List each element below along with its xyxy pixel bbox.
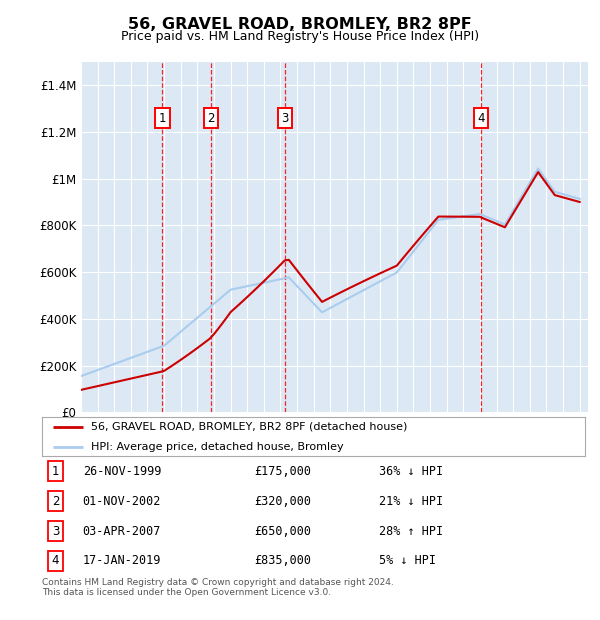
Text: 3: 3 [281,112,289,125]
Text: HPI: Average price, detached house, Bromley: HPI: Average price, detached house, Brom… [91,442,343,452]
Text: 2: 2 [52,495,59,508]
Text: 2: 2 [208,112,215,125]
Text: 1: 1 [159,112,166,125]
Text: £175,000: £175,000 [254,465,311,478]
Text: £650,000: £650,000 [254,525,311,538]
Text: 4: 4 [52,554,59,567]
Text: 36% ↓ HPI: 36% ↓ HPI [379,465,443,478]
Text: £835,000: £835,000 [254,554,311,567]
Text: 17-JAN-2019: 17-JAN-2019 [83,554,161,567]
Text: £320,000: £320,000 [254,495,311,508]
Text: 21% ↓ HPI: 21% ↓ HPI [379,495,443,508]
Text: 3: 3 [52,525,59,538]
Text: Price paid vs. HM Land Registry's House Price Index (HPI): Price paid vs. HM Land Registry's House … [121,30,479,43]
Text: 1: 1 [52,465,59,478]
Text: 03-APR-2007: 03-APR-2007 [83,525,161,538]
Text: 56, GRAVEL ROAD, BROMLEY, BR2 8PF (detached house): 56, GRAVEL ROAD, BROMLEY, BR2 8PF (detac… [91,422,407,432]
Text: 5% ↓ HPI: 5% ↓ HPI [379,554,436,567]
Text: 56, GRAVEL ROAD, BROMLEY, BR2 8PF: 56, GRAVEL ROAD, BROMLEY, BR2 8PF [128,17,472,32]
Text: 28% ↑ HPI: 28% ↑ HPI [379,525,443,538]
Text: Contains HM Land Registry data © Crown copyright and database right 2024.
This d: Contains HM Land Registry data © Crown c… [42,578,394,597]
Text: 4: 4 [477,112,485,125]
Text: 26-NOV-1999: 26-NOV-1999 [83,465,161,478]
Text: 01-NOV-2002: 01-NOV-2002 [83,495,161,508]
